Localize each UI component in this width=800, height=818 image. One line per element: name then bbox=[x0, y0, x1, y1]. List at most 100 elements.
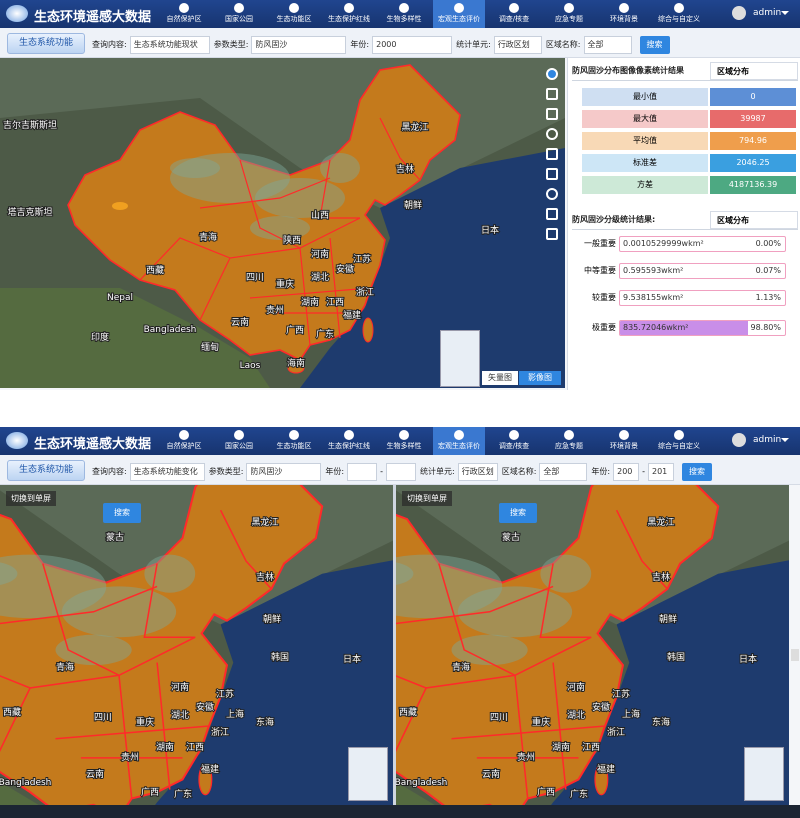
map-label: 河南 bbox=[171, 681, 189, 693]
nav-item[interactable]: 综合与自定义 bbox=[653, 0, 705, 28]
nav-item[interactable]: 国家公园 bbox=[213, 0, 265, 28]
tool-button[interactable] bbox=[546, 128, 558, 140]
tool-button[interactable] bbox=[546, 188, 558, 200]
stat-label: 最小值 bbox=[582, 88, 708, 106]
nav-item[interactable]: 生物多样性 bbox=[378, 427, 430, 455]
map-label: 湖北 bbox=[311, 272, 329, 283]
province-border bbox=[451, 725, 604, 740]
nav-item[interactable]: 宏观生态评价 bbox=[433, 427, 485, 455]
map-panel: 蒙古 黑龙江 吉林 朝鲜 韩国 日本 青海 西藏 河南 四川 重庆 湖北 安徽 江苏 上海 浙江 东海 湖南 江西贵… bbox=[0, 485, 393, 805]
taiwan bbox=[594, 763, 609, 796]
nav-icon bbox=[179, 430, 189, 440]
user-caret bbox=[781, 438, 789, 446]
map-label: 四川 bbox=[490, 713, 508, 723]
map-label: 江西 bbox=[186, 742, 204, 753]
nav-item[interactable]: 生物多样性 bbox=[378, 0, 430, 28]
nav-icon bbox=[674, 3, 684, 13]
grade-percent: 0.00% bbox=[755, 239, 781, 248]
field-select[interactable]: 2000 bbox=[372, 35, 453, 54]
grade-bar bbox=[620, 321, 748, 335]
map-label: 蒙古 bbox=[106, 531, 124, 543]
switch-single[interactable]: 切换到单屏 bbox=[6, 491, 56, 506]
nav-item[interactable]: 自然保护区 bbox=[158, 0, 210, 28]
nav-item[interactable]: 调查/核查 bbox=[488, 427, 540, 455]
nav-item[interactable]: 生态功能区 bbox=[268, 0, 320, 28]
layer-vector[interactable]: 矢量图 bbox=[482, 371, 518, 385]
layer-image[interactable]: 影像图 bbox=[519, 371, 561, 385]
field-select[interactable]: 全部 bbox=[539, 462, 588, 481]
vegetation-texture bbox=[457, 586, 573, 638]
tool-button[interactable] bbox=[546, 68, 558, 80]
map-label: 四川 bbox=[94, 713, 112, 723]
map-label: 贵州 bbox=[266, 304, 284, 316]
map-label: 福建 bbox=[597, 763, 615, 775]
search-button[interactable]: 搜索 bbox=[682, 462, 712, 481]
vegetation-texture bbox=[0, 554, 107, 619]
nav-label: 宏观生态评价 bbox=[438, 442, 480, 450]
nav-label: 生态保护红线 bbox=[328, 442, 370, 450]
map-label: 安徽 bbox=[336, 263, 354, 275]
stats-panel: 防风固沙分布图像像素统计结果 区域分布 最小值 0 最大值 39987 平均值 794.96 标… bbox=[567, 58, 800, 390]
field-select[interactable]: 行政区划 bbox=[457, 462, 498, 481]
map-label: 河南 bbox=[311, 248, 329, 260]
nav-item[interactable]: 生态保护红线 bbox=[323, 0, 375, 28]
nav-item[interactable]: 自然保护区 bbox=[158, 427, 210, 455]
nav-item[interactable]: 应急专题 bbox=[543, 0, 595, 28]
field-select[interactable]: 行政区划 bbox=[493, 35, 542, 54]
map-label: 重庆 bbox=[136, 716, 154, 728]
map-label: 陕西 bbox=[283, 234, 301, 246]
map-label: 海南 bbox=[287, 357, 305, 369]
filter-tab[interactable]: 生态系统功能 bbox=[7, 460, 85, 481]
tool-button[interactable] bbox=[546, 108, 558, 120]
nav-item[interactable]: 环境背景 bbox=[598, 0, 650, 28]
nav-item[interactable]: 综合与自定义 bbox=[653, 427, 705, 455]
map-label: 青海 bbox=[199, 231, 217, 243]
nav-item[interactable]: 应急专题 bbox=[543, 427, 595, 455]
province-border bbox=[156, 662, 171, 790]
nav-item[interactable]: 生态保护红线 bbox=[323, 427, 375, 455]
field-select[interactable]: 防风固沙 bbox=[246, 462, 322, 481]
field-select[interactable]: 生态系统功能变化 bbox=[129, 462, 205, 481]
map-label: Nepal bbox=[107, 293, 133, 303]
filter-tab[interactable]: 生态系统功能 bbox=[7, 33, 85, 54]
nav-item[interactable]: 宏观生态评价 bbox=[433, 0, 485, 28]
tool-button[interactable] bbox=[546, 88, 558, 100]
map-label: 黑龙江 bbox=[251, 516, 278, 528]
tool-button[interactable] bbox=[546, 148, 558, 160]
province-border bbox=[249, 287, 371, 299]
field-select[interactable]: 防风固沙 bbox=[251, 35, 347, 54]
stat-value: 794.96 bbox=[710, 132, 796, 150]
grade-label: 较重要 bbox=[592, 293, 616, 302]
filter-fields: 查询内容: 生态系统功能变化 参数类型: 防风固沙 年份: - 统计单元: 行政区划 区域名称:… bbox=[88, 461, 712, 481]
nav-item[interactable]: 生态功能区 bbox=[268, 427, 320, 455]
range-start[interactable]: 200 bbox=[613, 462, 640, 481]
section-tab[interactable]: 区域分布 bbox=[710, 211, 798, 229]
user-name[interactable]: admin bbox=[753, 435, 782, 445]
map-label: 吉林 bbox=[396, 163, 414, 175]
field-select[interactable]: 生态系统功能现状 bbox=[129, 35, 210, 54]
range-end[interactable] bbox=[386, 462, 416, 481]
nav-item[interactable]: 国家公园 bbox=[213, 427, 265, 455]
nav-label: 生态保护红线 bbox=[328, 15, 370, 23]
tool-button[interactable] bbox=[546, 228, 558, 240]
side-toggle[interactable] bbox=[791, 649, 799, 661]
tool-button[interactable] bbox=[546, 208, 558, 220]
map-search[interactable]: 搜索 bbox=[499, 503, 537, 523]
range-end[interactable]: 201 bbox=[648, 462, 674, 481]
nav-icon bbox=[509, 430, 519, 440]
range-start[interactable] bbox=[347, 462, 378, 481]
switch-single[interactable]: 切换到单屏 bbox=[402, 491, 452, 506]
nav-icon bbox=[399, 3, 409, 13]
map-search[interactable]: 搜索 bbox=[103, 503, 141, 523]
map-label: 广西 bbox=[537, 786, 555, 798]
nav-item[interactable]: 环境背景 bbox=[598, 427, 650, 455]
field-select[interactable]: 全部 bbox=[583, 35, 632, 54]
tool-button[interactable] bbox=[546, 168, 558, 180]
nav-icon bbox=[289, 430, 299, 440]
section-tab[interactable]: 区域分布 bbox=[710, 62, 798, 80]
search-button[interactable]: 搜索 bbox=[639, 35, 670, 54]
nav-item[interactable]: 调查/核查 bbox=[488, 0, 540, 28]
user-name[interactable]: admin bbox=[753, 8, 782, 18]
grade-area: 9.538155wkm² bbox=[623, 293, 684, 302]
